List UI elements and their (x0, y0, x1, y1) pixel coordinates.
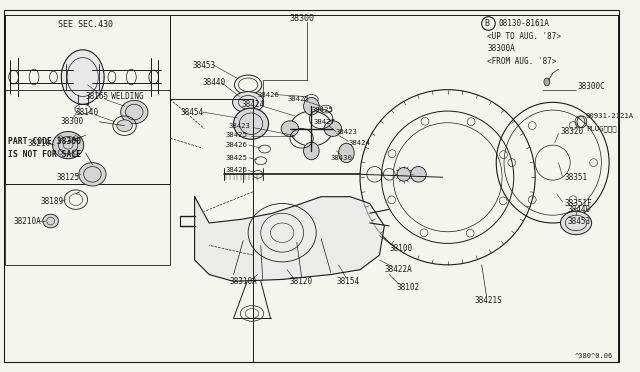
Text: <FROM AUG. '87>: <FROM AUG. '87> (488, 57, 557, 66)
Ellipse shape (561, 211, 591, 235)
Text: 38426: 38426 (226, 142, 248, 148)
Ellipse shape (52, 132, 84, 159)
Ellipse shape (79, 163, 106, 186)
Text: 38351F: 38351F (564, 199, 592, 208)
Text: 38189: 38189 (41, 197, 64, 206)
Ellipse shape (121, 100, 148, 124)
Text: 38300C: 38300C (578, 82, 605, 91)
Text: 38154: 38154 (337, 277, 360, 286)
Text: B: B (484, 19, 489, 28)
Text: 38165: 38165 (86, 92, 109, 101)
Text: 38210A: 38210A (13, 217, 42, 225)
Text: <UP TO AUG. '87>: <UP TO AUG. '87> (488, 32, 561, 41)
Text: 38454: 38454 (180, 108, 203, 116)
Ellipse shape (544, 78, 550, 86)
Text: 38351: 38351 (564, 173, 588, 182)
Text: - WELDING: - WELDING (102, 92, 144, 101)
Ellipse shape (411, 167, 426, 182)
Text: SEE SEC.430: SEE SEC.430 (58, 20, 113, 29)
Text: 38140: 38140 (76, 108, 99, 116)
Text: ^380^0.06: ^380^0.06 (575, 353, 613, 359)
Text: 38422A: 38422A (385, 265, 412, 274)
Text: 08130-8161A: 08130-8161A (498, 19, 549, 28)
Text: 38425: 38425 (287, 96, 309, 102)
Text: IS NOT FOR SALE: IS NOT FOR SALE (8, 150, 81, 159)
Text: 38423: 38423 (228, 123, 250, 129)
Ellipse shape (281, 121, 299, 137)
Text: PLUGプラグ: PLUGプラグ (586, 125, 616, 132)
Text: 38310A: 38310A (230, 277, 257, 286)
Text: 38421S: 38421S (475, 296, 502, 305)
Text: 38120: 38120 (290, 277, 313, 286)
Text: 00931-2121A: 00931-2121A (586, 113, 634, 119)
Ellipse shape (303, 142, 319, 160)
Text: 38102: 38102 (397, 283, 420, 292)
Ellipse shape (116, 120, 132, 132)
Text: 38425: 38425 (226, 132, 248, 138)
Text: 38424: 38424 (241, 100, 264, 109)
Text: 38424: 38424 (348, 140, 370, 146)
Ellipse shape (303, 97, 319, 115)
Bar (5, 90, 170, 265)
Ellipse shape (324, 121, 342, 137)
Text: 38453: 38453 (193, 61, 216, 70)
Text: 38300A: 38300A (488, 44, 515, 53)
Text: 38425: 38425 (226, 155, 248, 161)
Ellipse shape (43, 214, 58, 228)
Ellipse shape (339, 143, 354, 163)
Text: 38427: 38427 (314, 119, 335, 125)
Ellipse shape (61, 50, 104, 104)
Text: 38300: 38300 (289, 14, 314, 23)
Text: 38440: 38440 (202, 78, 225, 87)
Text: 38300: 38300 (60, 117, 83, 126)
Text: PART CODE 38300: PART CODE 38300 (8, 137, 81, 146)
Ellipse shape (232, 92, 264, 113)
Bar (5, 15, 170, 184)
Text: 38125: 38125 (56, 173, 79, 182)
Text: 38430: 38430 (331, 155, 353, 161)
Text: 38426: 38426 (226, 167, 248, 173)
Ellipse shape (397, 167, 411, 181)
Text: 38210: 38210 (28, 139, 51, 148)
Ellipse shape (234, 108, 269, 139)
Text: 38440: 38440 (567, 205, 590, 214)
Text: 38100: 38100 (389, 244, 412, 253)
Text: 38453: 38453 (567, 217, 590, 225)
Polygon shape (195, 197, 385, 281)
Text: 38423: 38423 (336, 128, 358, 135)
Text: 38320: 38320 (561, 127, 584, 136)
Text: 38426: 38426 (258, 92, 280, 97)
Text: 38425: 38425 (312, 107, 333, 113)
